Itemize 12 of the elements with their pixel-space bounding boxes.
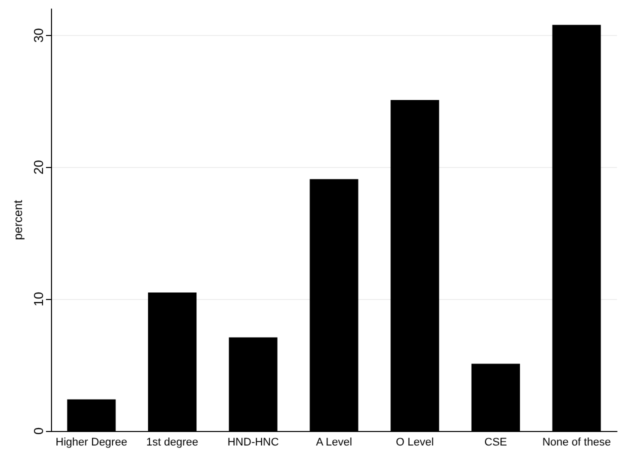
x-tick-label: CSE <box>484 436 508 448</box>
x-tick-label: 1st degree <box>146 436 198 448</box>
x-tick-label: HND-HNC <box>227 436 279 448</box>
y-tick-label: 0 <box>31 427 46 435</box>
x-tick-label: Higher Degree <box>56 436 128 448</box>
y-axis-title: percent <box>11 199 26 240</box>
y-tick-label: 30 <box>31 28 46 43</box>
x-tick-label: None of these <box>542 436 611 448</box>
x-tick-label: A Level <box>316 436 352 448</box>
y-tick-label: 10 <box>31 292 46 306</box>
y-tick-label: 20 <box>31 160 46 174</box>
x-tick-label: O Level <box>396 436 434 448</box>
